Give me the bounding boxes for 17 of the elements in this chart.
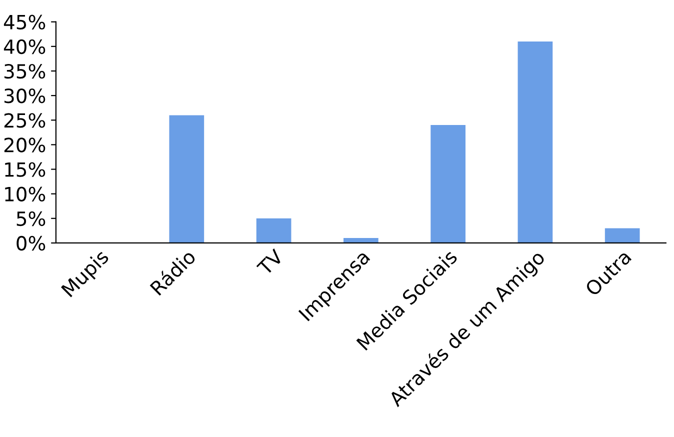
- y-tick-label: 45%: [4, 14, 46, 30]
- y-tick-label: 15%: [5, 162, 46, 177]
- y-tick-label: 40%: [4, 39, 46, 54]
- y-tick-label: 30%: [4, 88, 46, 104]
- bar: [169, 115, 204, 243]
- y-tick-label: 35%: [4, 64, 46, 79]
- y-tick-label: 5%: [16, 211, 46, 226]
- bar: [344, 238, 378, 243]
- y-tick-label: 10%: [5, 186, 46, 202]
- x-tick-label: TV: [256, 248, 284, 276]
- y-tick-label: 0%: [16, 236, 46, 251]
- bar: [256, 218, 292, 243]
- bar: [604, 228, 640, 243]
- y-tick-label: 25%: [4, 113, 46, 128]
- y-tick-label: 20%: [4, 138, 46, 152]
- bar: [430, 125, 466, 243]
- bar: [518, 42, 553, 243]
